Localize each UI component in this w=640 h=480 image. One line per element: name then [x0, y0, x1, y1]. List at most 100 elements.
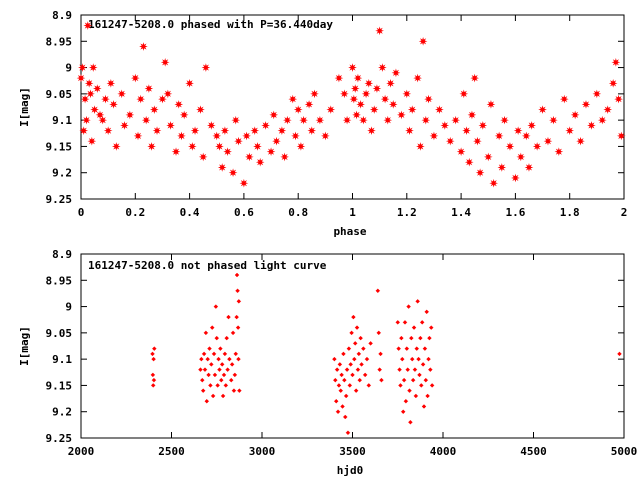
data-point	[288, 94, 298, 104]
data-point	[212, 372, 218, 378]
data-point	[117, 89, 127, 99]
data-point	[150, 105, 159, 114]
data-point	[144, 84, 154, 93]
data-point	[223, 147, 232, 156]
data-point	[80, 94, 90, 104]
data-point	[209, 362, 214, 367]
data-point	[221, 372, 227, 378]
y-tick-label: 8.9	[52, 248, 72, 261]
data-point	[76, 73, 86, 83]
data-point	[188, 142, 197, 151]
data-point	[139, 42, 148, 51]
data-point	[418, 36, 428, 46]
data-point	[151, 377, 157, 383]
data-point	[220, 126, 230, 135]
data-point	[489, 178, 498, 188]
data-point	[429, 131, 439, 141]
data-point	[344, 367, 350, 372]
y-axis-ticks: 8.9 8.95 9 9.05 9.1 9.15 9.2 9.25	[46, 9, 624, 206]
data-point	[353, 73, 363, 83]
data-point	[406, 304, 411, 309]
y-tick-label: 8.9	[52, 9, 72, 22]
data-point	[549, 115, 558, 125]
data-point	[608, 79, 618, 88]
y-axis-ticks: 8.9 8.95 9 9.05 9.1 9.15 9.2 9.25	[46, 248, 624, 445]
data-point	[150, 351, 155, 357]
data-point	[151, 356, 156, 362]
data-point	[350, 84, 360, 93]
data-point	[359, 115, 368, 125]
data-point	[417, 372, 422, 378]
data-point	[343, 393, 349, 399]
data-point	[543, 136, 553, 146]
y-tick-label: 9.25	[46, 193, 73, 206]
data-point	[215, 383, 220, 388]
x-tick-label: 5000	[611, 445, 638, 458]
data-point	[388, 100, 398, 109]
data-point	[224, 335, 229, 341]
data-point	[369, 105, 379, 114]
data-point	[352, 341, 358, 346]
data-point	[425, 393, 430, 399]
data-point	[272, 136, 281, 146]
data-point	[209, 325, 215, 330]
data-point	[136, 94, 146, 104]
data-point	[352, 110, 361, 120]
data-point	[527, 121, 536, 130]
data-point	[587, 121, 596, 130]
x-tick-label: 1.8	[560, 206, 580, 219]
data-point	[368, 341, 373, 346]
chart-title: 161247-5208.0 phased with P=36.440day	[88, 18, 333, 31]
data-point	[356, 351, 362, 357]
data-point	[215, 142, 224, 151]
data-points	[150, 272, 622, 436]
data-point	[475, 168, 485, 178]
data-point	[150, 383, 156, 388]
data-point	[235, 325, 241, 330]
data-point	[217, 367, 222, 372]
data-point	[617, 351, 622, 357]
data-point	[236, 356, 241, 362]
data-point	[321, 131, 330, 141]
data-point	[428, 367, 433, 372]
data-point	[603, 105, 613, 114]
data-point	[386, 79, 395, 88]
data-point	[409, 335, 414, 341]
data-point	[208, 383, 213, 388]
data-point	[90, 105, 99, 114]
data-point	[235, 288, 240, 294]
y-tick-label: 8.95	[46, 274, 73, 287]
x-tick-label: 0.6	[234, 206, 254, 219]
data-point	[364, 356, 370, 362]
data-point	[427, 335, 432, 341]
y-tick-label: 9.2	[52, 406, 72, 419]
x-axis-ticks: 0 0.2 0.4 0.6 0.8 1 1.2 1.4 1.6 1.8 2	[78, 15, 628, 219]
data-point	[459, 89, 469, 99]
data-point	[291, 131, 300, 141]
data-point	[358, 335, 363, 341]
data-point	[217, 163, 227, 172]
data-point	[597, 115, 607, 125]
data-point	[109, 100, 118, 109]
x-tick-label: 2	[621, 206, 628, 219]
x-tick-label: 0.2	[125, 206, 145, 219]
data-point	[201, 351, 207, 357]
data-point	[337, 362, 343, 367]
data-point	[416, 142, 425, 151]
data-point	[103, 126, 113, 135]
x-tick-label: 4000	[430, 445, 457, 458]
data-point	[231, 115, 241, 125]
data-point	[397, 110, 406, 120]
data-point	[376, 330, 382, 336]
plot-frame	[80, 253, 625, 439]
data-point	[261, 121, 270, 130]
data-point	[310, 89, 319, 99]
data-point	[581, 100, 591, 109]
data-point	[84, 79, 94, 88]
data-point	[399, 335, 404, 341]
data-point	[410, 377, 416, 383]
data-point	[462, 126, 471, 135]
data-point	[398, 383, 403, 388]
data-point	[375, 288, 381, 294]
data-point	[212, 131, 222, 141]
